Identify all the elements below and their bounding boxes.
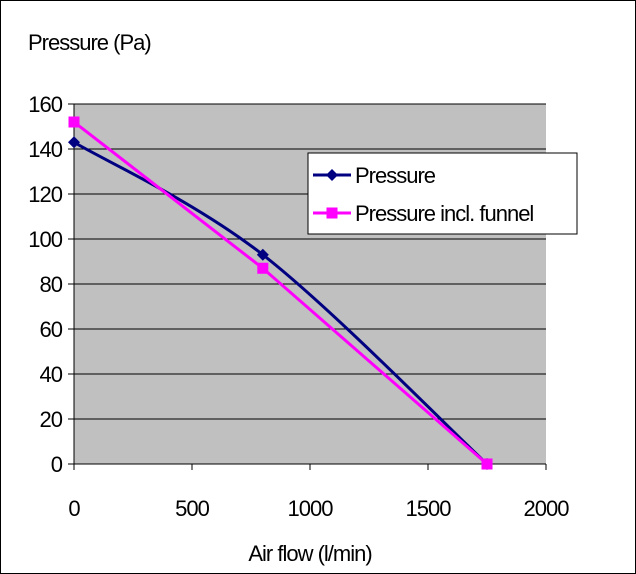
- x-tick-label: 0: [68, 496, 80, 521]
- data-point: [326, 207, 338, 219]
- legend-label: Pressure incl. funnel: [355, 201, 533, 226]
- data-point: [256, 248, 269, 261]
- legend-entry: Pressure incl. funnel: [313, 201, 534, 226]
- y-tick-label: 40: [40, 362, 63, 387]
- y-tick-label: 140: [28, 137, 62, 162]
- x-tick-labels: 0 500 1000 1500 2000: [68, 496, 570, 521]
- y-tick-label: 120: [28, 182, 62, 207]
- x-tick-label: 1000: [288, 496, 334, 521]
- data-point: [257, 262, 269, 274]
- legend-entry: Pressure: [313, 163, 437, 188]
- data-point: [481, 458, 493, 470]
- legend-label: Pressure: [355, 163, 436, 188]
- y-tick-label: 100: [28, 227, 62, 252]
- series-line: [73, 140, 489, 466]
- x-tick-label: 500: [175, 496, 209, 521]
- legend: Pressure Pressure incl. funnel: [307, 152, 578, 235]
- series-group: [68, 116, 493, 470]
- y-axis-label: Pressure (Pa): [28, 30, 151, 55]
- y-tick-label: 0: [51, 452, 63, 477]
- series-pressure-incl-funnel: [68, 116, 493, 470]
- y-tick-label: 80: [40, 272, 63, 297]
- x-axis-label: Air flow (l/min): [248, 541, 371, 566]
- y-tick-label: 160: [28, 92, 62, 117]
- legend-box: [307, 152, 578, 235]
- axes: [68, 103, 547, 470]
- data-point: [68, 136, 80, 149]
- data-point: [326, 169, 338, 181]
- y-tick-label: 60: [40, 317, 63, 342]
- x-tick-label: 1500: [406, 496, 452, 521]
- y-tick-labels: 0 20 40 60 80 100 120 140 160: [28, 92, 63, 477]
- x-tick-label: 2000: [524, 496, 570, 521]
- y-tick-label: 20: [40, 407, 63, 432]
- data-point: [68, 116, 80, 128]
